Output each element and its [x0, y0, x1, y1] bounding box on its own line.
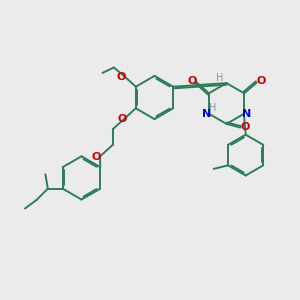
Text: H: H [209, 103, 216, 113]
Text: N: N [202, 109, 211, 119]
Text: H: H [216, 73, 224, 83]
Text: O: O [256, 76, 266, 86]
Text: O: O [240, 122, 250, 133]
Text: O: O [117, 71, 126, 82]
Text: O: O [117, 113, 126, 124]
Text: O: O [92, 152, 101, 162]
Text: O: O [187, 76, 197, 86]
Text: N: N [242, 109, 251, 119]
